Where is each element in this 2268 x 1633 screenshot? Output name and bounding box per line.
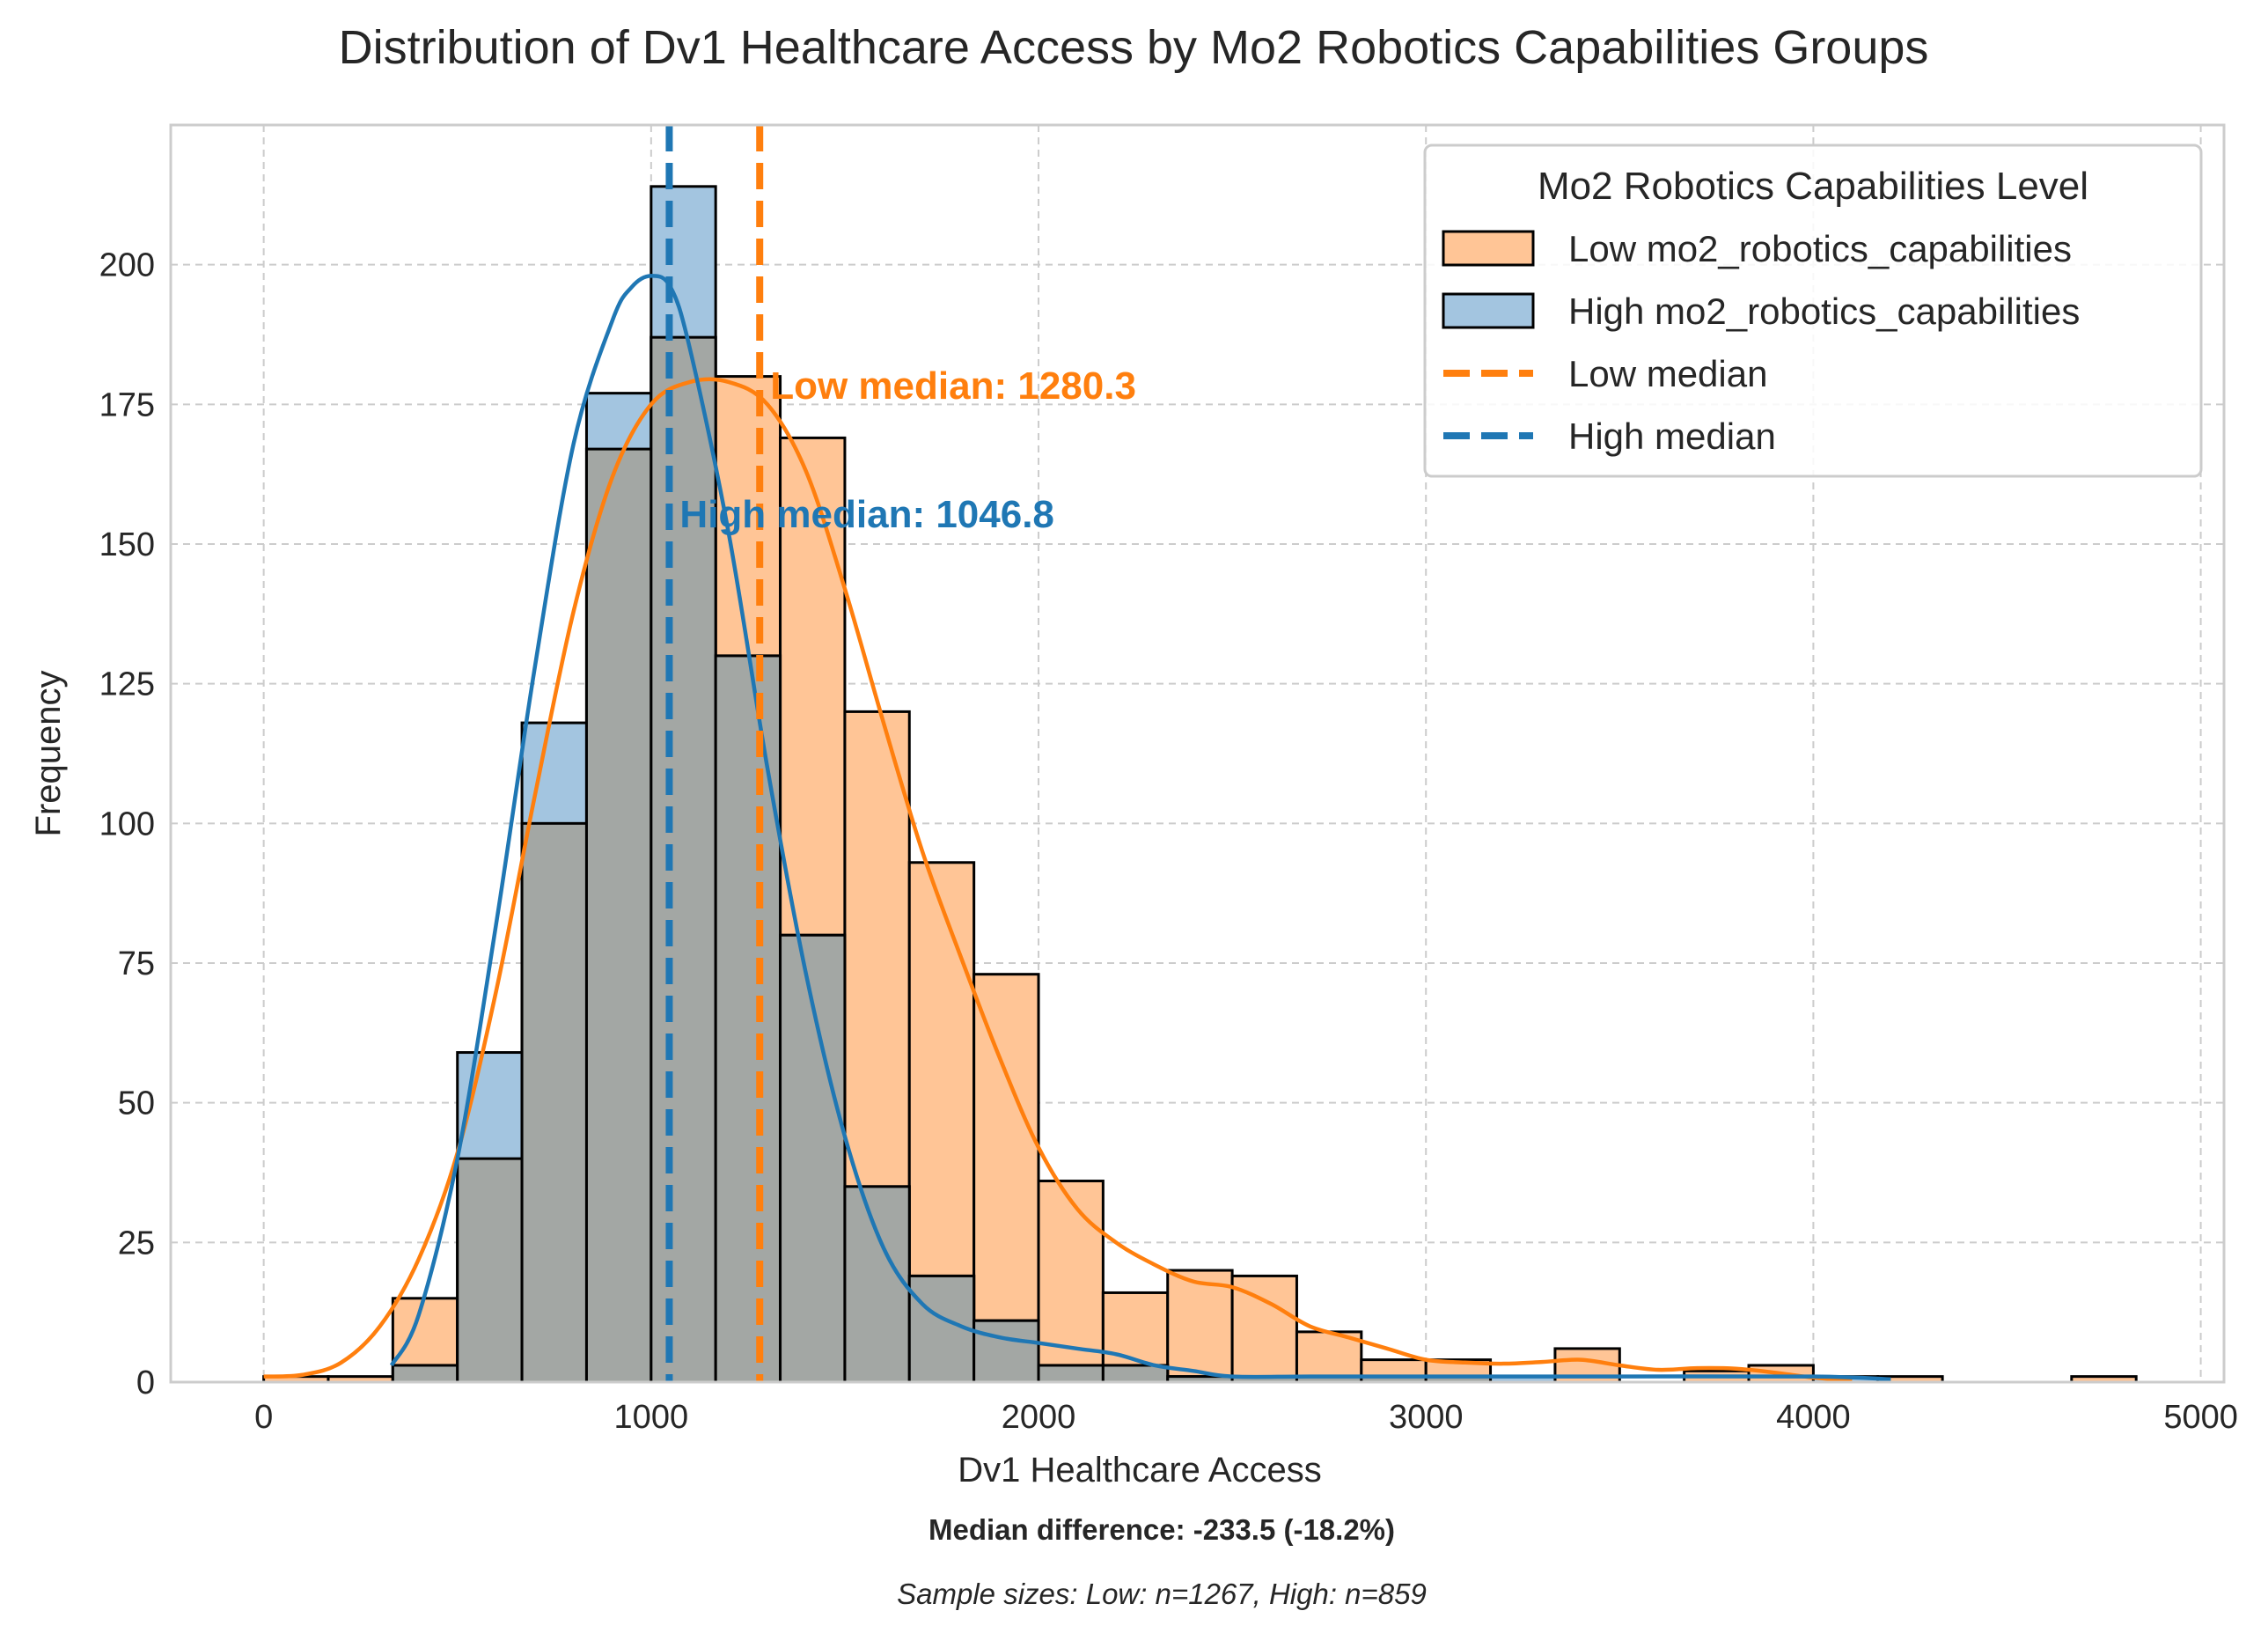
overlap-histogram-bar bbox=[650, 335, 717, 1384]
legend-title: Mo2 Robotics Capabilities Level bbox=[1538, 165, 2088, 208]
legend-entry-label: High mo2_robotics_capabilities bbox=[1568, 291, 2080, 332]
kde-curves bbox=[263, 274, 1891, 1383]
y-tick-label: 200 bbox=[99, 247, 155, 284]
y-tick-label: 100 bbox=[99, 805, 155, 842]
median-lines bbox=[665, 125, 764, 1382]
overlap-histogram-bar bbox=[520, 821, 588, 1384]
y-axis-label: Frequency bbox=[29, 671, 68, 837]
high-kde-curve bbox=[389, 274, 1891, 1382]
y-tick-label: 125 bbox=[99, 666, 155, 703]
y-tick-label: 150 bbox=[99, 526, 155, 563]
x-axis-label: Dv1 Healthcare Access bbox=[958, 1451, 1322, 1490]
median-difference-note: Median difference: -233.5 (-18.2%) bbox=[928, 1513, 1395, 1546]
plot-frame bbox=[169, 123, 2226, 1384]
low-histogram-bar bbox=[973, 973, 1040, 1384]
legend-entry-label: Low median bbox=[1568, 353, 1767, 394]
median-labels: Low median: 1280.3 High median: 1046.8 bbox=[679, 364, 1135, 536]
sample-sizes-note: Sample sizes: Low: n=1267, High: n=859 bbox=[897, 1578, 1427, 1610]
x-tick-label: 3000 bbox=[1389, 1399, 1464, 1436]
overlap-histogram-bar bbox=[391, 1364, 459, 1384]
overlap-histogram-bar bbox=[973, 1319, 1040, 1384]
legend-box bbox=[1423, 143, 2203, 478]
high-median-label: High median: 1046.8 bbox=[679, 493, 1053, 536]
y-tick-label: 75 bbox=[118, 945, 155, 982]
overlap-histogram-bar bbox=[456, 1157, 524, 1384]
y-tick-label: 175 bbox=[99, 386, 155, 423]
low-median-label: Low median: 1280.3 bbox=[770, 364, 1136, 408]
x-tick-label: 4000 bbox=[1776, 1399, 1851, 1436]
overlap-histogram-bar bbox=[714, 654, 782, 1384]
low-kde-curve bbox=[263, 377, 1853, 1383]
y-axis-ticks: 0 25 50 75 100 125 150 175 200 bbox=[99, 247, 155, 1401]
low-histogram-bar bbox=[1166, 1269, 1234, 1384]
x-tick-label: 1000 bbox=[614, 1399, 689, 1436]
x-tick-label: 0 bbox=[254, 1399, 273, 1436]
x-axis-ticks: 0 1000 2000 3000 4000 5000 bbox=[254, 1399, 2238, 1436]
legend-high-swatch bbox=[1442, 292, 1535, 329]
y-tick-label: 50 bbox=[118, 1085, 155, 1122]
y-tick-label: 25 bbox=[118, 1225, 155, 1262]
legend-entry-label: High median bbox=[1568, 416, 1776, 457]
overlap-histogram-bar bbox=[1037, 1364, 1105, 1384]
histogram-bars bbox=[262, 185, 2138, 1384]
legend-low-swatch bbox=[1442, 230, 1535, 267]
overlap-histogram-bar bbox=[843, 1185, 911, 1384]
x-tick-label: 5000 bbox=[2163, 1399, 2238, 1436]
low-histogram-bar bbox=[1230, 1274, 1298, 1384]
chart-title: Distribution of Dv1 Healthcare Access by… bbox=[339, 21, 1929, 74]
x-tick-label: 2000 bbox=[1002, 1399, 1076, 1436]
overlap-histogram-bar bbox=[584, 447, 653, 1384]
y-tick-label: 0 bbox=[136, 1365, 155, 1401]
legend: Mo2 Robotics Capabilities Level Low mo2_… bbox=[1423, 143, 2203, 478]
legend-entry-label: Low mo2_robotics_capabilities bbox=[1568, 228, 2072, 269]
low-histogram-bar bbox=[1295, 1330, 1363, 1384]
